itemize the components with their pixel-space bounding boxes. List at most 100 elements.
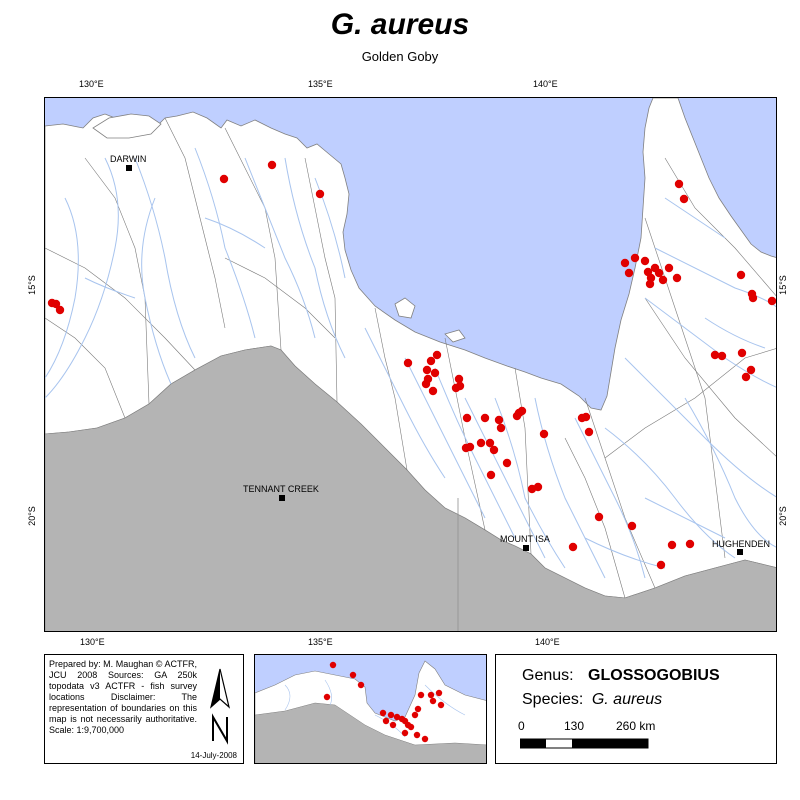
inset-record-point [389, 721, 397, 729]
record-point [746, 365, 756, 375]
island-melville [92, 113, 162, 139]
inset-record-point [414, 705, 422, 713]
genus-label: Genus: [522, 667, 574, 684]
record-point [476, 438, 486, 448]
main-map[interactable]: DARWIN TENNANT CREEK MOUNT ISA HUGHENDEN [44, 97, 777, 632]
record-point [667, 540, 677, 550]
record-point [454, 374, 464, 384]
island-mornington [444, 329, 466, 343]
graticule-top-135: 135°E [308, 79, 333, 89]
genus-row: Genus: GLOSSOGOBIUS [522, 667, 720, 685]
record-point [485, 438, 495, 448]
inset-map[interactable] [254, 654, 487, 764]
record-point [455, 381, 465, 391]
record-point [717, 351, 727, 361]
record-point [219, 174, 229, 184]
record-point [51, 299, 61, 309]
inset-record-point [407, 723, 415, 731]
record-point [430, 368, 440, 378]
record-point [747, 289, 757, 299]
inset-record-point [421, 735, 429, 743]
inset-canvas [255, 655, 486, 763]
species-value: G. aureus [591, 691, 663, 708]
place-darwin: DARWIN [110, 154, 147, 164]
record-point [403, 358, 413, 368]
inset-record-point [379, 709, 387, 717]
north-arrow-icon [209, 668, 231, 745]
record-point [737, 348, 747, 358]
record-point [527, 484, 537, 494]
place-tennant-creek: TENNANT CREEK [243, 484, 319, 494]
inset-record-point [417, 691, 425, 699]
record-point [539, 429, 549, 439]
record-point [462, 413, 472, 423]
darwin-marker [126, 165, 132, 171]
record-point [489, 445, 499, 455]
inset-record-point [329, 661, 337, 669]
credits-text: Prepared by: M. Maughan © ACTFR, JCU 200… [49, 659, 197, 735]
record-point [486, 470, 496, 480]
inset-record-point [349, 671, 357, 679]
map-title: G. aureus [330, 8, 470, 41]
graticule-right-20: 20°S [777, 506, 788, 526]
graticule-top-130: 130°E [79, 79, 104, 89]
scale-label-130: 130 [564, 719, 585, 733]
inset-outside [255, 702, 486, 763]
inset-record-point [411, 711, 419, 719]
graticule-left-15: 15°S [26, 275, 37, 295]
record-point [428, 386, 438, 396]
graticule-bottom-140: 140°E [535, 637, 560, 647]
record-point [620, 258, 630, 268]
record-point [517, 406, 527, 416]
credits-date: 14-July-2008 [190, 751, 237, 760]
record-point [685, 539, 695, 549]
species-label: Species: [522, 691, 584, 708]
map-subtitle: Golden Goby [361, 49, 439, 64]
island-groote [394, 297, 416, 319]
mount-isa-marker [523, 545, 529, 551]
tennant-creek-marker [279, 495, 285, 501]
record-point [640, 256, 650, 266]
place-mount-isa: MOUNT ISA [500, 534, 550, 544]
record-point [496, 423, 506, 433]
inset-record-point [435, 689, 443, 697]
record-point [584, 427, 594, 437]
graticule-top-140: 140°E [533, 79, 558, 89]
genus-value: GLOSSOGOBIUS [588, 667, 720, 684]
inset-record-point [401, 729, 409, 737]
graticule-left-20: 20°S [26, 506, 37, 526]
inset-record-point [357, 681, 365, 689]
taxon-panel: Genus: GLOSSOGOBIUS Species: G. aureus 0… [495, 654, 777, 764]
record-point [581, 412, 591, 422]
inset-record-point [382, 717, 390, 725]
species-row: Species: G. aureus [522, 691, 662, 709]
record-point [741, 372, 751, 382]
graticule-bottom-130: 130°E [80, 637, 105, 647]
record-point [767, 296, 776, 306]
scale-label-260: 260 km [616, 719, 656, 733]
place-hughenden: HUGHENDEN [712, 539, 771, 549]
record-point [656, 560, 666, 570]
record-point [421, 379, 431, 389]
record-point [426, 356, 436, 366]
record-point [465, 442, 475, 452]
inset-record-point [393, 713, 401, 721]
inset-record-point [323, 693, 331, 701]
inset-record-point [437, 701, 445, 709]
graticule-right-15: 15°S [777, 275, 788, 295]
hughenden-marker [737, 549, 743, 555]
record-point [267, 160, 277, 170]
record-point [432, 350, 442, 360]
record-point [594, 512, 604, 522]
inset-record-point [387, 711, 395, 719]
inset-record-point [429, 697, 437, 705]
scale-label-0: 0 [518, 719, 525, 733]
record-point [480, 413, 490, 423]
inset-record-point [413, 731, 421, 739]
record-point [568, 542, 578, 552]
record-point [679, 194, 689, 204]
record-point [736, 270, 746, 280]
record-point [672, 273, 682, 283]
record-point [645, 279, 655, 289]
inset-record-layer [323, 661, 445, 743]
